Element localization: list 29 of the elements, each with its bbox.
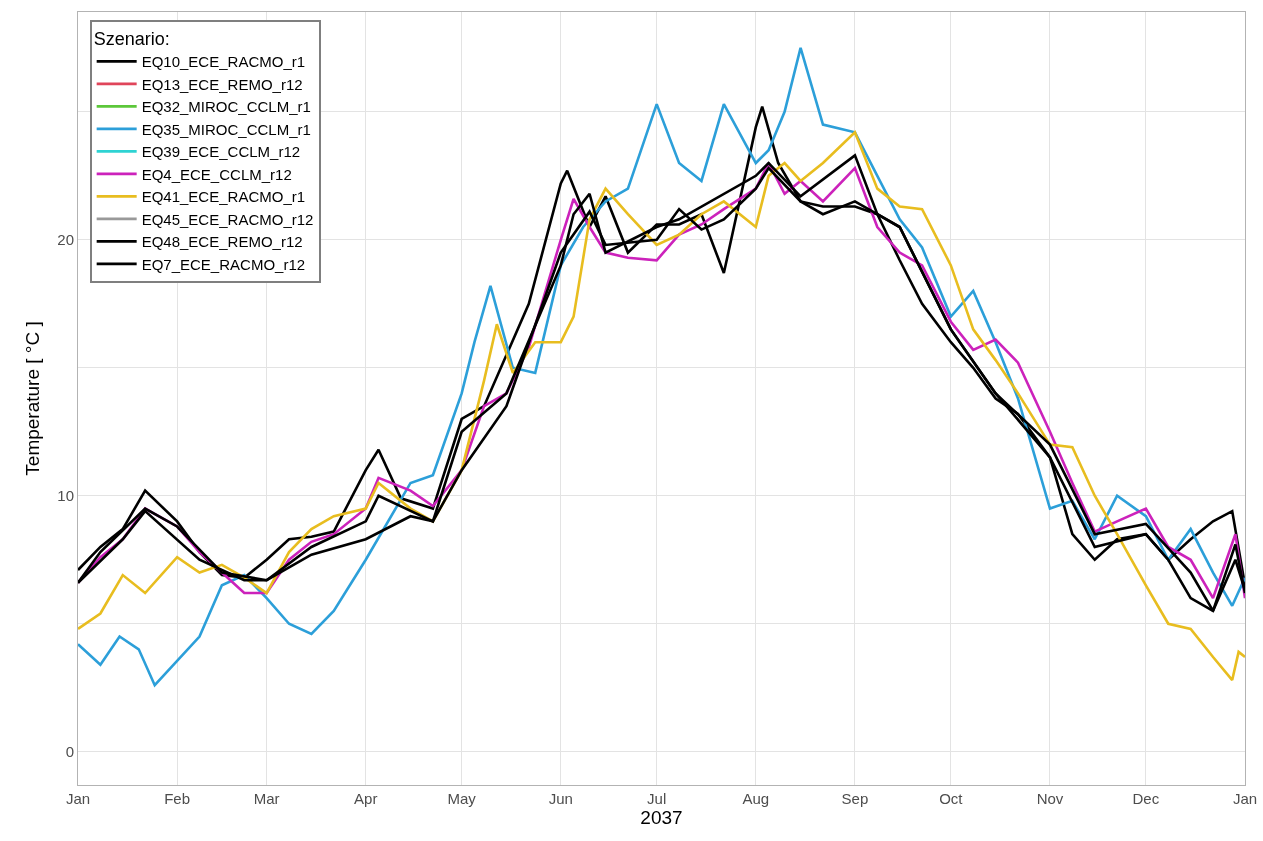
legend-label: EQ10_ECE_RACMO_r1 — [141, 53, 306, 71]
legend-title: Szenario: — [93, 29, 170, 50]
legend-label: EQ39_ECE_CCLM_r12 — [141, 143, 301, 161]
legend-label: EQ7_ECE_RACMO_r12 — [141, 255, 306, 273]
x-tick-label: Feb — [164, 790, 191, 807]
x-tick-label: May — [447, 790, 477, 807]
legend-label: EQ4_ECE_CCLM_r12 — [141, 165, 292, 183]
x-tick-label: Sep — [841, 790, 869, 807]
legend-label: EQ13_ECE_REMO_r12 — [141, 75, 303, 93]
legend-label: EQ48_ECE_REMO_r12 — [141, 233, 303, 251]
x-tick-label: Oct — [939, 790, 964, 807]
legend-label: EQ45_ECE_RACMO_r12 — [141, 210, 314, 228]
x-tick-label: Aug — [742, 790, 770, 807]
y-tick-label: 0 — [65, 742, 74, 760]
x-tick-label: Jun — [548, 790, 573, 807]
x-tick-label: Jul — [647, 790, 667, 807]
x-tick-label: Mar — [253, 790, 280, 807]
x-tick-label: Apr — [354, 790, 378, 807]
legend-label: EQ32_MIROC_CCLM_r1 — [141, 98, 311, 116]
legend-label: EQ35_MIROC_CCLM_r1 — [141, 120, 311, 138]
x-tick-label: Jan — [1232, 790, 1258, 807]
y-tick-label: 10 — [57, 487, 74, 505]
legend-label: EQ41_ECE_RACMO_r1 — [141, 188, 306, 206]
x-axis-title: 2037 — [640, 807, 683, 828]
y-tick-label: 20 — [57, 231, 74, 249]
x-tick-label: Nov — [1036, 790, 1064, 807]
x-tick-label: Jan — [65, 790, 91, 807]
y-axis-title: Temperature [ °C ] — [22, 321, 44, 476]
x-tick-label: Dec — [1132, 790, 1160, 807]
